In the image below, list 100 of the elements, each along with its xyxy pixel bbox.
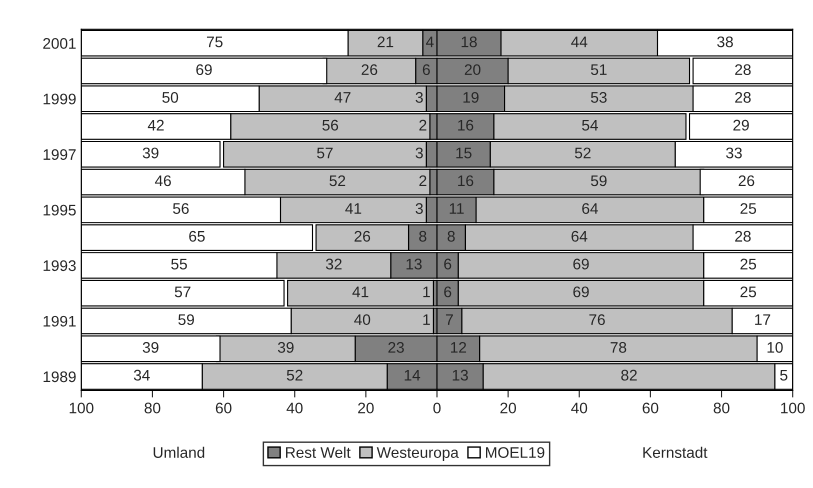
data-label: 39 <box>278 342 294 353</box>
data-label: 53 <box>590 92 607 103</box>
text: Kernstadt <box>643 446 708 458</box>
data-label: 28 <box>735 92 751 103</box>
data-label: 42 <box>148 120 164 130</box>
data-label: 34 <box>134 370 150 381</box>
y-tick-label: 1995 <box>44 204 76 216</box>
data-label: 25 <box>740 203 756 214</box>
data-label: 50 <box>162 92 178 103</box>
data-label: 8 <box>419 230 426 242</box>
data-label: 41 <box>345 203 362 214</box>
data-label: 57 <box>317 148 333 158</box>
data-label: 47 <box>334 92 350 103</box>
data-label: 65 <box>189 230 205 242</box>
data-label: 12 <box>451 342 466 353</box>
data-label: 7 <box>446 314 453 325</box>
data-label: 1 <box>423 314 430 325</box>
data-label: 26 <box>354 230 370 242</box>
data-label: 46 <box>154 175 171 186</box>
x-tick-label: 60 <box>642 402 658 414</box>
data-label: 32 <box>326 258 342 270</box>
data-label: 23 <box>388 342 404 353</box>
data-label: 57 <box>174 286 190 298</box>
data-label: 40 <box>354 314 370 326</box>
data-label: 16 <box>458 120 474 131</box>
y-tick-label: 1997 <box>44 149 76 160</box>
data-label: 8 <box>448 230 455 242</box>
x-tick-label: 80 <box>714 402 730 414</box>
data-label: 3 <box>416 92 423 103</box>
y-tick-label: 1991 <box>44 316 76 327</box>
x-tick-label: 20 <box>500 402 516 414</box>
legend-label: MOEL19 <box>486 447 544 458</box>
data-label: 76 <box>589 314 605 326</box>
data-label: 29 <box>733 120 749 131</box>
legend-label: Westeuropa <box>376 447 459 461</box>
data-label: 6 <box>444 286 452 298</box>
data-label: 54 <box>582 120 598 131</box>
data-label: 56 <box>173 203 189 214</box>
data-label: 11 <box>450 203 464 214</box>
data-label: 69 <box>573 286 589 298</box>
data-label: 52 <box>574 148 591 158</box>
data-label: 1 <box>423 286 430 298</box>
data-label: 82 <box>621 370 637 381</box>
data-label: 6 <box>422 64 430 76</box>
data-label: 13 <box>406 258 422 270</box>
x-tick-label: 0 <box>433 402 441 414</box>
x-tick-label: 100 <box>781 402 805 414</box>
data-label: 59 <box>590 175 607 186</box>
data-label: 26 <box>738 175 754 186</box>
data-label: 21 <box>378 36 394 48</box>
data-label: 4 <box>426 36 434 48</box>
x-tick-label: 100 <box>70 402 94 414</box>
data-label: 59 <box>178 314 194 326</box>
data-label: 17 <box>755 314 770 325</box>
data-label: 2 <box>419 175 426 186</box>
data-label: 69 <box>196 64 212 76</box>
data-label: 3 <box>416 148 423 158</box>
data-label: 44 <box>571 36 588 48</box>
data-label: 52 <box>330 175 346 186</box>
x-tick-label: 20 <box>358 402 374 414</box>
data-label: 6 <box>444 258 452 270</box>
data-label: 28 <box>735 64 751 76</box>
data-label: 28 <box>735 230 751 242</box>
data-label: 55 <box>171 258 187 270</box>
data-label: 10 <box>768 342 783 353</box>
data-label: 69 <box>573 258 589 270</box>
data-label: 26 <box>362 64 378 76</box>
data-label: 15 <box>456 148 472 158</box>
data-label: 75 <box>206 36 223 48</box>
text: Umland <box>154 446 204 458</box>
x-tick-label: 40 <box>286 402 303 414</box>
x-tick-label: 60 <box>216 402 232 414</box>
data-label: 19 <box>463 92 479 103</box>
data-label: 16 <box>458 175 474 186</box>
data-label: 2 <box>419 120 426 130</box>
data-label: 14 <box>404 370 420 380</box>
data-label: 13 <box>452 370 468 381</box>
y-tick-label: 1989 <box>44 371 76 382</box>
data-label: 20 <box>464 64 480 76</box>
y-tick-label: 2001 <box>43 38 76 49</box>
y-tick-label: 1993 <box>44 260 76 272</box>
data-label: 78 <box>610 342 626 353</box>
data-label: 41 <box>352 286 368 298</box>
data-label: 64 <box>582 203 598 214</box>
data-label: 3 <box>416 203 423 214</box>
data-label: 18 <box>462 36 477 48</box>
data-label: 56 <box>322 120 338 131</box>
y-tick-label: 1999 <box>44 94 76 104</box>
data-label: 25 <box>740 286 756 298</box>
data-label: 39 <box>142 148 158 158</box>
data-label: 38 <box>717 36 733 48</box>
data-label: 39 <box>142 342 158 353</box>
x-tick-label: 40 <box>571 402 588 414</box>
data-label: 64 <box>572 230 588 242</box>
data-label: 52 <box>286 370 302 381</box>
legend-label: Rest Welt <box>286 446 351 458</box>
data-label: 51 <box>590 64 607 76</box>
x-tick-label: 80 <box>144 402 160 414</box>
data-label: 25 <box>740 258 756 270</box>
data-label: 33 <box>726 148 742 158</box>
